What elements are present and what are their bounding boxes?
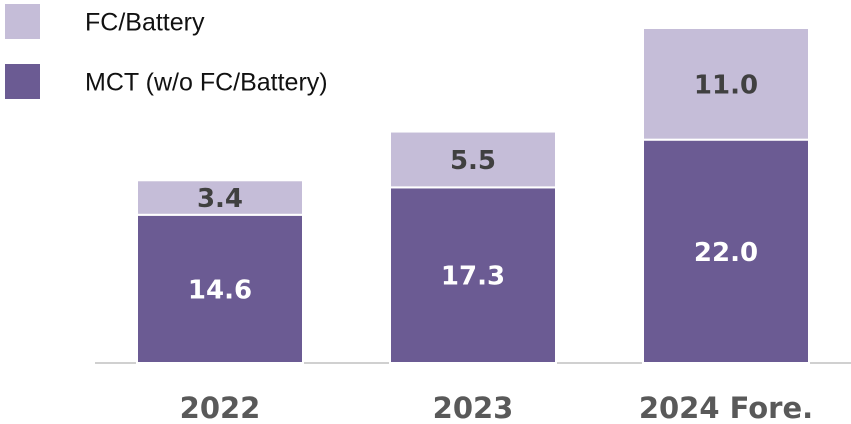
data-label: 17.3	[441, 262, 505, 292]
data-label: 11.0	[694, 70, 758, 100]
bar-segment	[642, 138, 810, 364]
legend-swatch	[5, 4, 40, 39]
legend-label: MCT (w/o FC/Battery)	[85, 69, 328, 97]
bar-segment	[389, 130, 557, 189]
legend-swatch	[5, 64, 40, 99]
bar-segment	[136, 179, 304, 216]
x-tick-label: 2024 Fore.	[639, 391, 813, 424]
bar-segment	[642, 27, 810, 141]
legend-label: FC/Battery	[85, 9, 205, 37]
data-label: 3.4	[197, 184, 243, 214]
data-label: 5.5	[450, 146, 496, 176]
x-tick-label: 2023	[433, 391, 514, 424]
data-label: 22.0	[694, 238, 758, 268]
x-tick-label: 2022	[180, 391, 261, 424]
bar-segment	[136, 213, 304, 364]
data-label: 14.6	[188, 275, 252, 305]
